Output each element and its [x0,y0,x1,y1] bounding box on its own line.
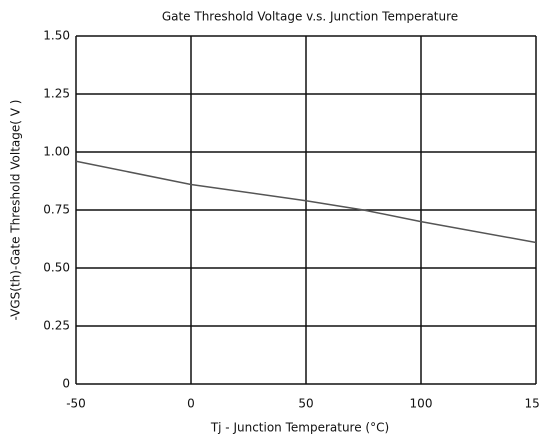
x-tick-label: -50 [66,397,86,411]
y-tick-label: 1.25 [43,87,70,101]
y-tick-label: 1.50 [43,29,70,43]
y-tick-label: 1.00 [43,145,70,159]
y-tick-label: 0.25 [43,319,70,333]
x-tick-label: 50 [298,397,313,411]
x-tick-label: 100 [410,397,433,411]
y-tick-label: 0.50 [43,261,70,275]
x-tick-label: 150 [525,397,540,411]
data-line [75,160,537,244]
x-tick-label: 0 [187,397,195,411]
y-tick-label: 0.75 [43,203,70,217]
chart-title: Gate Threshold Voltage v.s. Junction Tem… [162,10,458,24]
y-axis-label: -VGS(th)-Gate Threshold Voltage( V ) [9,100,23,321]
x-axis-label: Tj - Junction Temperature (°C) [210,421,389,435]
y-tick-label: 0 [62,377,70,391]
